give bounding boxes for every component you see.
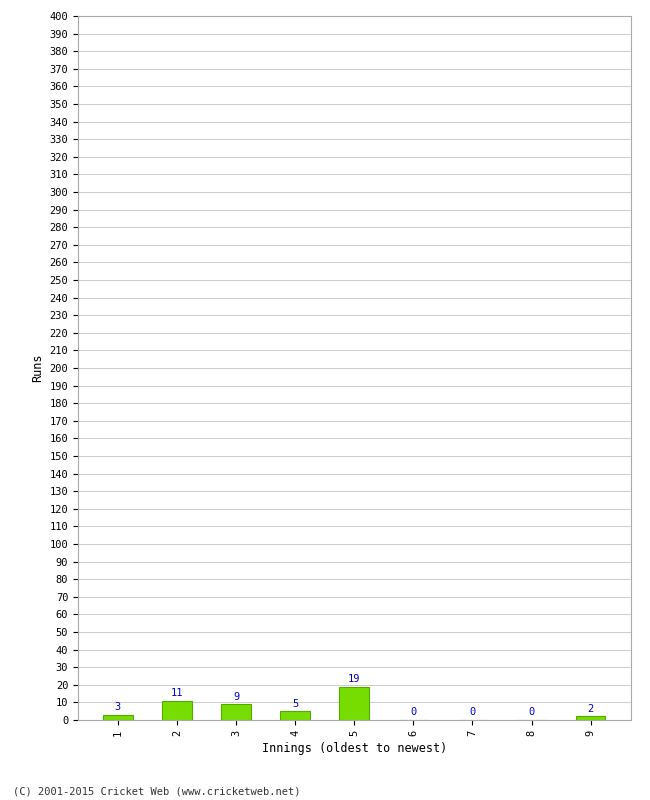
Bar: [221, 704, 251, 720]
Text: 0: 0: [528, 707, 535, 718]
Text: 0: 0: [410, 707, 417, 718]
Text: 0: 0: [469, 707, 476, 718]
Text: (C) 2001-2015 Cricket Web (www.cricketweb.net): (C) 2001-2015 Cricket Web (www.cricketwe…: [13, 786, 300, 796]
Text: 3: 3: [115, 702, 121, 712]
X-axis label: Innings (oldest to newest): Innings (oldest to newest): [261, 742, 447, 754]
Bar: [280, 711, 310, 720]
Y-axis label: Runs: Runs: [31, 354, 44, 382]
Bar: [576, 717, 605, 720]
Bar: [103, 714, 133, 720]
Text: 19: 19: [348, 674, 361, 684]
Text: 2: 2: [588, 704, 593, 714]
Bar: [339, 686, 369, 720]
Bar: [162, 701, 192, 720]
Text: 11: 11: [171, 688, 183, 698]
Text: 5: 5: [292, 698, 298, 709]
Text: 9: 9: [233, 691, 239, 702]
